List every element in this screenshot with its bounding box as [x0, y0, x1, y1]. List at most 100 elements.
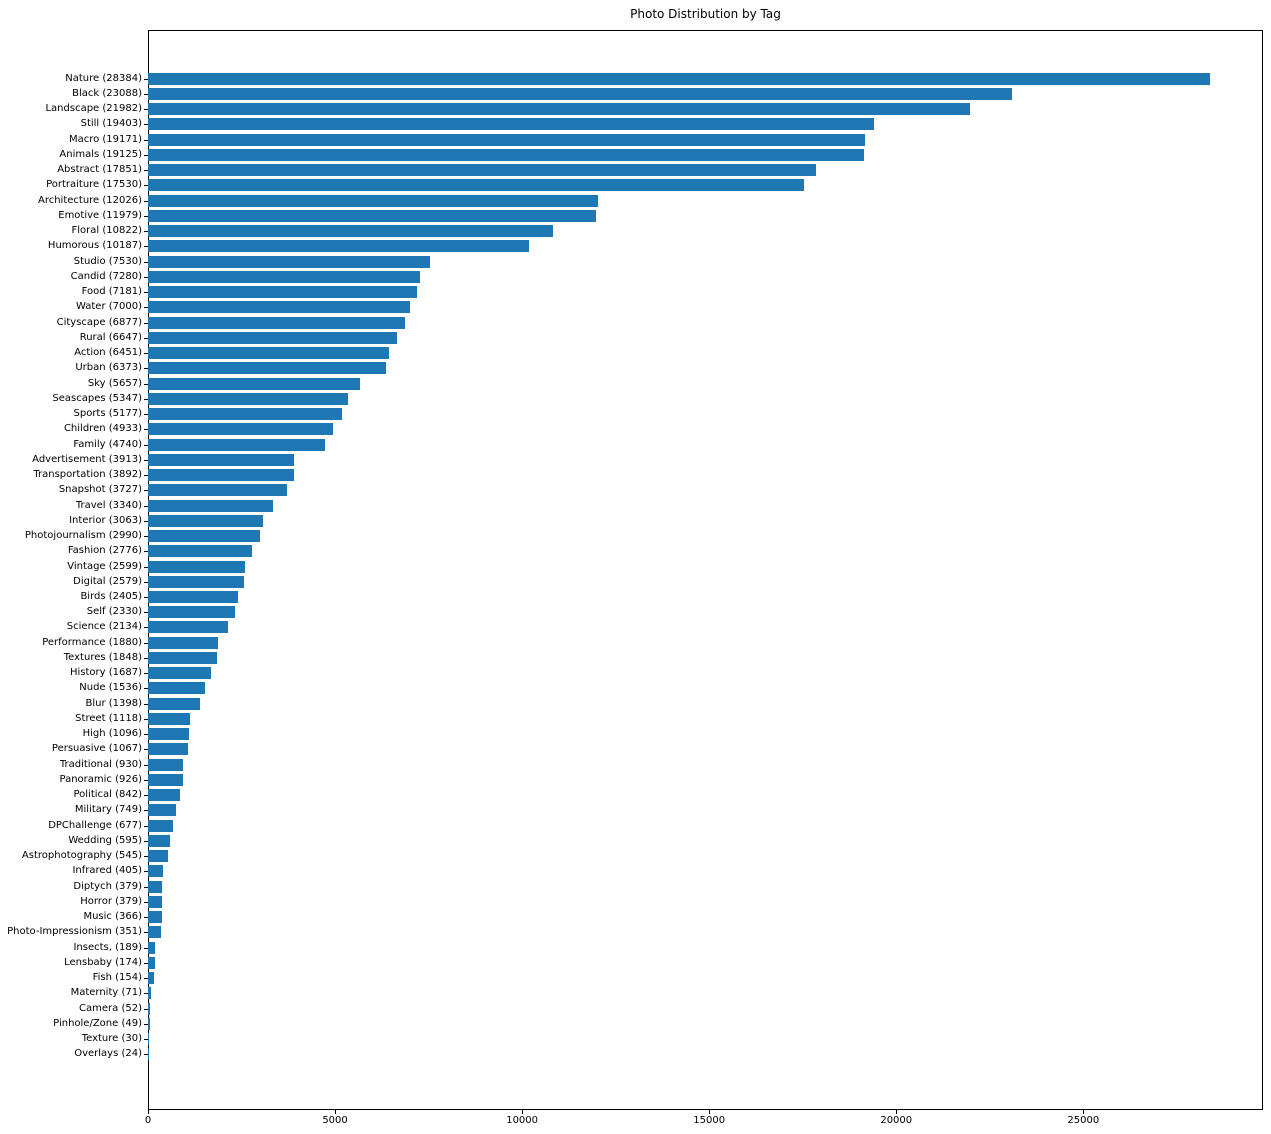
bar — [148, 194, 598, 207]
y-tick-mark — [144, 749, 148, 751]
bar — [148, 87, 1012, 100]
y-tick-label: Floral (10822) — [71, 225, 142, 237]
y-tick-mark — [144, 764, 148, 766]
y-tick-mark — [144, 414, 148, 416]
y-tick-mark — [144, 170, 148, 172]
bar — [148, 728, 189, 741]
y-tick-mark — [144, 810, 148, 812]
y-tick-mark — [144, 353, 148, 355]
y-tick-mark — [144, 993, 148, 995]
y-tick-mark — [144, 459, 148, 461]
bar — [148, 758, 183, 771]
y-tick-mark — [144, 536, 148, 538]
y-tick-label: Macro (19171) — [68, 133, 142, 145]
y-tick-label: Interior (3063) — [69, 514, 142, 526]
y-tick-mark — [144, 444, 148, 446]
y-tick-mark — [144, 795, 148, 797]
x-tick-label: 10000 — [506, 1115, 539, 1126]
bar — [148, 362, 387, 375]
y-tick-label: High (1096) — [82, 728, 142, 740]
y-tick-label: Insects, (189) — [73, 941, 142, 953]
y-tick-mark — [144, 886, 148, 888]
y-tick-mark — [144, 231, 148, 233]
y-tick-label: Seascapes (5347) — [52, 392, 142, 404]
y-tick-label: Camera (52) — [79, 1002, 142, 1014]
bar — [148, 590, 238, 603]
y-tick-label: Astrophotography (545) — [21, 850, 142, 862]
y-tick-label: Sports (5177) — [73, 408, 143, 420]
y-tick-label: Photojournalism (2990) — [24, 530, 142, 542]
y-tick-label: Music (366) — [83, 911, 142, 923]
bar — [148, 789, 180, 802]
y-tick-mark — [144, 520, 148, 522]
y-tick-label: Candid (7280) — [70, 270, 142, 282]
bar — [148, 118, 874, 131]
y-tick-mark — [144, 1054, 148, 1056]
y-tick-mark — [144, 1023, 148, 1025]
y-tick-label: Fashion (2776) — [67, 545, 142, 557]
y-tick-label: Emotive (11979) — [58, 209, 142, 221]
y-tick-mark — [144, 612, 148, 614]
y-tick-mark — [144, 215, 148, 217]
y-tick-label: Persuasive (1067) — [51, 743, 142, 755]
y-tick-mark — [144, 292, 148, 294]
y-tick-label: Sky (5657) — [87, 377, 142, 389]
y-tick-mark — [144, 505, 148, 507]
y-tick-mark — [144, 307, 148, 309]
y-tick-label: Animals (19125) — [59, 148, 142, 160]
y-tick-label: Humorous (10187) — [47, 240, 142, 252]
y-tick-mark — [144, 429, 148, 431]
y-tick-mark — [144, 246, 148, 248]
x-tick-label: 25000 — [1067, 1115, 1100, 1126]
y-tick-label: DPChallenge (677) — [48, 819, 142, 831]
y-tick-label: Family (4740) — [73, 438, 142, 450]
bar — [148, 895, 163, 908]
bar — [148, 255, 430, 268]
bar — [148, 575, 245, 588]
y-tick-label: Texture (30) — [81, 1033, 142, 1045]
bar — [148, 148, 864, 161]
y-tick-label: Overlays (24) — [74, 1048, 142, 1060]
bar — [148, 941, 156, 954]
y-tick-label: Landscape (21982) — [45, 103, 142, 115]
bar — [148, 423, 333, 436]
y-tick-mark — [144, 657, 148, 659]
bar — [148, 636, 219, 649]
y-tick-label: Nude (1536) — [79, 682, 142, 694]
y-tick-label: Abstract (17851) — [57, 164, 142, 176]
bar — [148, 499, 273, 512]
y-tick-label: Vintage (2599) — [67, 560, 142, 572]
bar — [148, 911, 162, 924]
y-tick-mark — [144, 551, 148, 553]
y-tick-mark — [144, 337, 148, 339]
y-tick-label: Action (6451) — [74, 347, 142, 359]
y-tick-mark — [144, 581, 148, 583]
x-tick-mark — [522, 1110, 524, 1114]
bar — [148, 1002, 150, 1015]
y-tick-label: History (1687) — [69, 667, 142, 679]
bar — [148, 453, 295, 466]
y-tick-label: Photo-Impressionism (351) — [7, 926, 142, 938]
bar — [148, 987, 151, 1000]
bar — [148, 850, 169, 863]
y-tick-label: Blur (1398) — [85, 697, 142, 709]
bar — [148, 530, 260, 543]
y-tick-mark — [144, 596, 148, 598]
y-tick-mark — [144, 139, 148, 141]
bar — [148, 72, 1210, 85]
y-tick-mark — [144, 627, 148, 629]
y-tick-mark — [144, 673, 148, 675]
bar — [148, 667, 212, 680]
y-tick-mark — [144, 718, 148, 720]
bar — [148, 880, 163, 893]
y-tick-mark — [144, 276, 148, 278]
y-tick-mark — [144, 185, 148, 187]
y-tick-label: Nature (28384) — [65, 72, 142, 84]
bar — [148, 331, 397, 344]
y-tick-mark — [144, 475, 148, 477]
y-tick-label: Panoramic (926) — [59, 773, 143, 785]
y-tick-label: Diptych (379) — [73, 880, 142, 892]
y-tick-label: Lensbaby (174) — [64, 956, 142, 968]
y-tick-mark — [144, 917, 148, 919]
y-tick-mark — [144, 490, 148, 492]
